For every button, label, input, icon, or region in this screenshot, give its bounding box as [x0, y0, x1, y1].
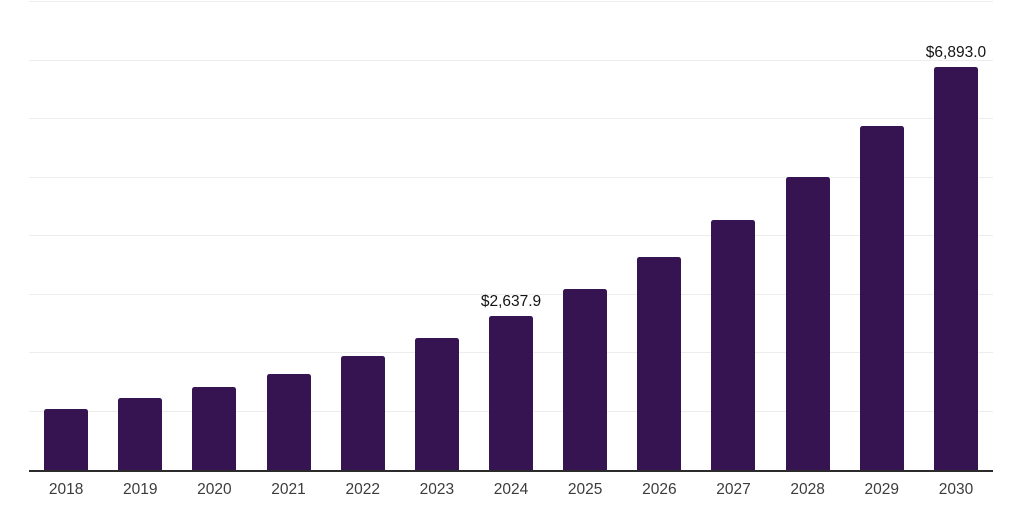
bar-2028 [785, 176, 830, 470]
gridline [29, 235, 993, 236]
x-tick-label: 2024 [493, 481, 529, 498]
x-tick-label: 2028 [790, 481, 825, 498]
bar-cell: $6,893.0 [919, 2, 993, 470]
bar-2027 [711, 220, 756, 470]
bar-2019 [118, 397, 163, 470]
bar-cell [177, 2, 251, 470]
bar-cell [696, 2, 770, 470]
x-axis-labels: 2018 2019 2020 2021 2022 2023 2024 2025 2026 2027… [29, 481, 993, 499]
x-tick-label: 2023 [419, 481, 455, 498]
plot-area: $2,637.9 $6,893.0 [29, 1, 993, 472]
bar-value-label: $6,893.0 [925, 43, 987, 61]
bar-2026 [637, 257, 682, 470]
bar-cell [400, 2, 474, 470]
bar-cell [103, 2, 177, 470]
bar-cell [548, 2, 622, 470]
x-tick-label: 2022 [345, 481, 380, 498]
x-tick-label: 2026 [642, 481, 677, 498]
bar-2029 [859, 125, 904, 470]
bar-cell [771, 2, 845, 470]
x-tick-label: 2021 [271, 481, 306, 498]
gridline [29, 59, 993, 61]
bars: $2,637.9 $6,893.0 [29, 2, 993, 470]
bar-2030 [933, 66, 978, 470]
x-tick-label: 2019 [122, 481, 158, 498]
bar-2025 [563, 288, 608, 470]
bar-2023 [414, 337, 459, 470]
bar-cell [326, 2, 400, 470]
x-tick-label: 2018 [48, 481, 84, 498]
bar-cell [29, 2, 103, 470]
bar-2020 [192, 386, 237, 470]
x-tick-label: 2029 [864, 481, 900, 498]
gridline [29, 118, 993, 119]
gridline [29, 1, 993, 2]
x-tick-label: 2020 [197, 481, 232, 498]
bar-value-label: $2,637.9 [480, 292, 542, 310]
gridline [29, 293, 993, 295]
bar-2021 [266, 373, 311, 470]
gridline [29, 176, 993, 178]
bar-2018 [44, 408, 89, 470]
x-tick-label: 2030 [938, 481, 974, 498]
x-tick-label: 2025 [567, 481, 603, 498]
bar-cell [622, 2, 696, 470]
x-tick-label: 2027 [716, 481, 751, 498]
bar-2022 [340, 355, 385, 470]
bar-cell [845, 2, 919, 470]
bar-2024 [489, 315, 534, 470]
bar-cell [251, 2, 325, 470]
bar-cell: $2,637.9 [474, 2, 548, 470]
